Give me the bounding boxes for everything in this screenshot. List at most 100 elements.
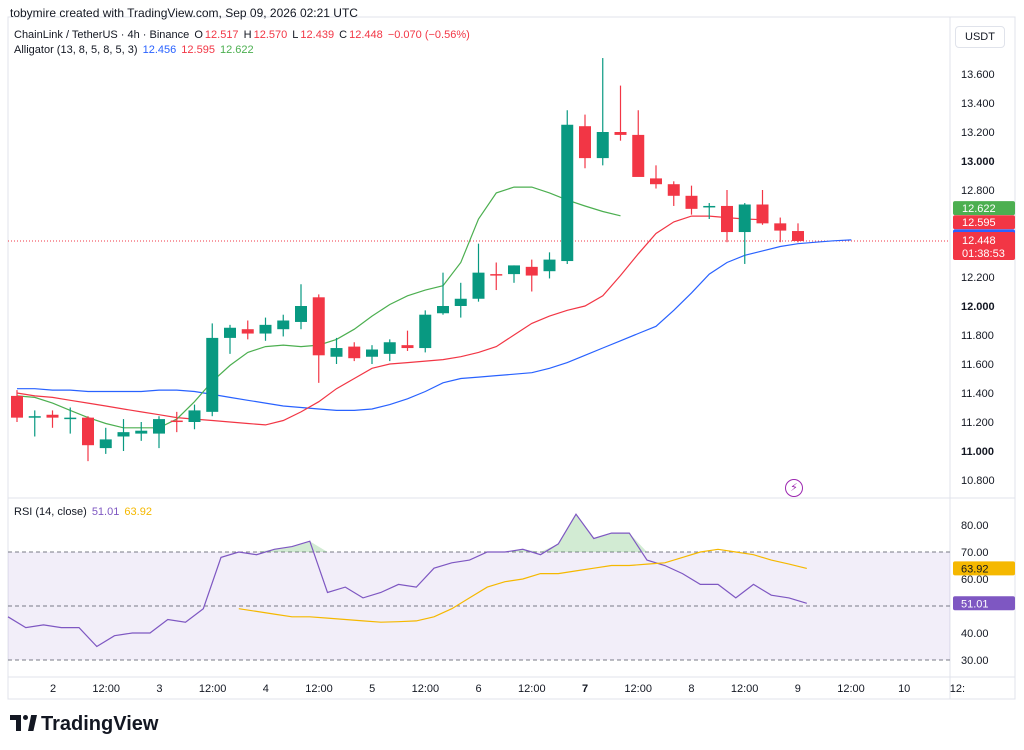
last-price-badge-bg: [953, 232, 1015, 261]
time-tick-label: 12:00: [92, 683, 120, 695]
candle-body: [596, 132, 609, 159]
candle-body: [792, 231, 804, 242]
time-tick-label: 12:00: [624, 683, 652, 695]
alligator-jaw-line: [17, 239, 852, 411]
change-value: −0.070 (−0.56%): [387, 29, 470, 41]
rsi-rsi-line: [7, 513, 807, 648]
rsi-value-badge-bg: [953, 596, 1015, 611]
candle: [685, 185, 698, 215]
candle-body: [774, 223, 787, 231]
candle: [667, 181, 680, 206]
candle: [64, 407, 77, 434]
candle-body: [383, 342, 396, 354]
price-tick-label: 13.400: [961, 98, 995, 110]
time-tick-label: 4: [263, 683, 269, 695]
close-label: C: [339, 29, 348, 41]
rsi-tick-label: 40.00: [961, 628, 989, 640]
candle: [383, 339, 396, 362]
price-tick-label: 12.000: [961, 301, 995, 313]
lips-value: 12.622: [220, 44, 254, 56]
symbol-name[interactable]: ChainLink / TetherUS · 4h · Binance: [14, 29, 190, 41]
candle: [401, 330, 414, 351]
candle: [490, 262, 503, 291]
candle-body: [295, 306, 307, 322]
low-label: L: [292, 29, 299, 41]
currency-selector[interactable]: USDT: [955, 26, 1005, 48]
teeth-value: 12.595: [181, 44, 215, 56]
candle: [295, 284, 307, 330]
rsi-tick-label: 60.00: [961, 574, 989, 586]
candle: [721, 190, 733, 243]
time-tick-label: 8: [688, 683, 694, 695]
high-label: H: [243, 29, 252, 41]
tradingview-logo[interactable]: TradingView: [10, 713, 158, 736]
candle: [579, 114, 591, 169]
rsi-pane[interactable]: [7, 513, 950, 661]
candle-body: [46, 414, 59, 418]
open-label: O: [194, 29, 203, 41]
time-tick-label: 3: [156, 683, 162, 695]
candle: [330, 337, 343, 364]
candle-body: [82, 417, 94, 446]
candle-body: [348, 346, 361, 359]
event-bolt-icon[interactable]: ⚡: [785, 479, 803, 497]
candle-body: [490, 274, 503, 276]
candle: [525, 259, 538, 292]
candle-body: [312, 297, 325, 356]
rsi-ma-badge: 63.92: [961, 563, 989, 575]
rsi-legend[interactable]: RSI (14, close) 51.01 63.92: [14, 506, 154, 518]
candle-body: [454, 298, 467, 306]
candle: [703, 203, 716, 219]
candle: [632, 110, 645, 177]
candle: [774, 217, 787, 243]
alligator-teeth-line: [16, 215, 763, 426]
candle: [241, 320, 254, 340]
candle-body: [366, 349, 378, 357]
price-tick-label: 13.200: [961, 127, 995, 139]
candle: [28, 410, 41, 437]
candle: [135, 422, 148, 441]
price-pane[interactable]: [8, 58, 950, 462]
candle: [614, 85, 627, 141]
candle-countdown: 01:38:53: [962, 248, 1005, 260]
candle: [170, 411, 183, 433]
candle: [596, 58, 609, 166]
candle: [46, 410, 59, 428]
candle-body: [153, 419, 165, 434]
time-tick-label: 6: [476, 683, 482, 695]
candle: [188, 404, 201, 430]
candle: [561, 110, 574, 264]
candle-body: [259, 324, 272, 334]
alligator-legend[interactable]: Alligator (13, 8, 5, 8, 5, 3) 12.456 12.…: [14, 44, 256, 56]
close-value: 12.448: [349, 29, 383, 41]
candle-body: [99, 439, 112, 449]
rsi-label[interactable]: RSI (14, close): [14, 506, 87, 518]
candle: [11, 390, 23, 422]
candle-body: [614, 132, 627, 135]
axes: 13.60013.40013.20013.00012.80012.40012.2…: [50, 69, 1015, 695]
tradingview-brand: TradingView: [41, 713, 159, 735]
candle: [153, 416, 165, 449]
candle-body: [241, 329, 254, 334]
price-tick-label: 13.000: [961, 156, 995, 168]
price-tick-label: 11.600: [961, 359, 994, 371]
candle-body: [11, 395, 23, 418]
time-tick-label: 7: [582, 683, 588, 695]
candle-body: [277, 320, 290, 330]
candle-body: [703, 205, 716, 208]
candle-body: [756, 204, 769, 224]
candle-body: [64, 417, 77, 420]
candle-body: [28, 416, 41, 418]
time-tick-label: 12:00: [199, 683, 227, 695]
candle: [437, 272, 449, 315]
rsi-ma-badge-bg: [953, 561, 1015, 576]
author-line: tobymire created with TradingView.com, S…: [10, 6, 358, 20]
candle-body: [206, 337, 219, 412]
symbol-legend[interactable]: ChainLink / TetherUS · 4h · Binance O 12.…: [14, 29, 472, 41]
rsi-tick-label: 80.00: [961, 520, 989, 532]
candle: [99, 427, 112, 454]
alligator-label[interactable]: Alligator (13, 8, 5, 8, 5, 3): [14, 44, 138, 56]
candle: [224, 324, 236, 354]
time-tick-label: 9: [795, 683, 801, 695]
